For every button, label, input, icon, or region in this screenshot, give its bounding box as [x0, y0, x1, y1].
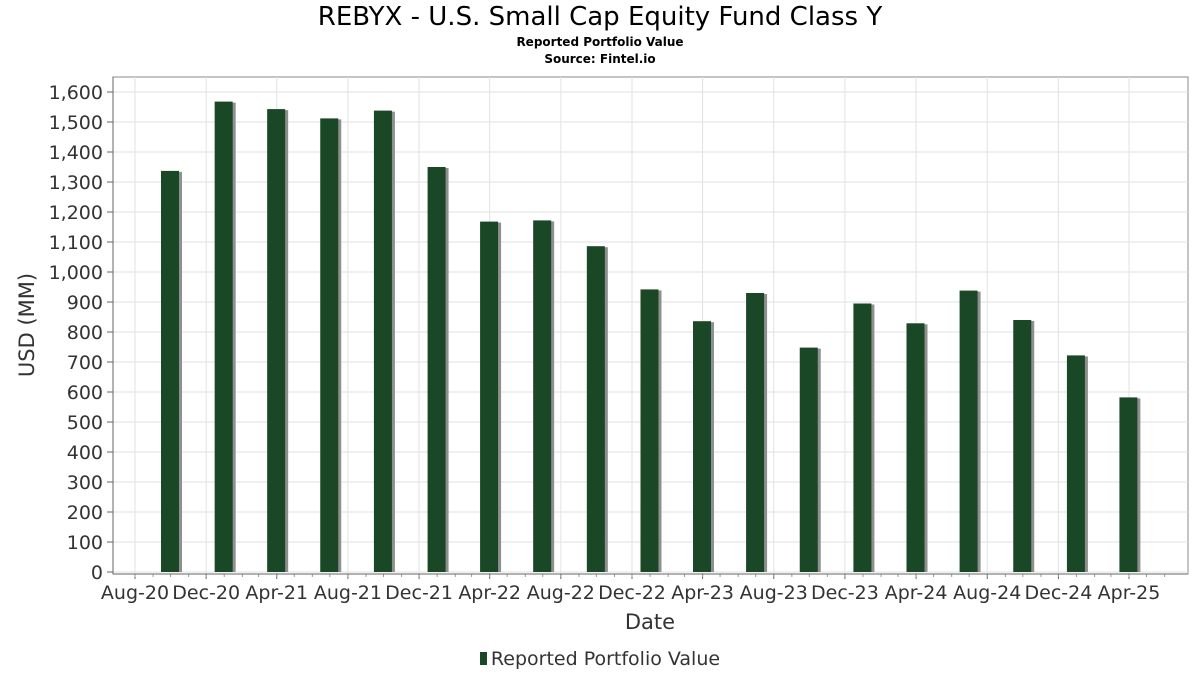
y-tick-label: 300	[67, 472, 103, 494]
x-tick-label: Apr-23	[671, 582, 734, 604]
x-tick-label: Aug-20	[101, 582, 169, 604]
bar	[480, 221, 499, 572]
bar	[267, 109, 286, 572]
y-tick-label: 500	[67, 412, 103, 434]
x-tick-label: Aug-22	[527, 582, 595, 604]
y-tick-label: 1,400	[49, 142, 103, 164]
x-tick-label: Dec-22	[598, 582, 666, 604]
x-tick-label: Dec-23	[811, 582, 879, 604]
x-tick-label: Dec-24	[1025, 582, 1093, 604]
y-tick-label: 1,300	[49, 172, 103, 194]
x-tick-label: Aug-24	[953, 582, 1021, 604]
y-tick-label: 700	[67, 352, 103, 374]
x-axis-label: Date	[625, 610, 675, 634]
y-tick-label: 1,600	[49, 82, 103, 104]
bar	[427, 167, 446, 572]
bar	[1066, 355, 1085, 572]
y-tick-label: 1,200	[49, 202, 103, 224]
legend-swatch	[479, 652, 487, 665]
bar	[853, 303, 872, 572]
bar	[1119, 397, 1138, 572]
bars-group	[161, 101, 1141, 573]
chart-subtitle: Reported Portfolio Value	[516, 35, 684, 49]
bar	[799, 347, 818, 572]
legend: Reported Portfolio Value	[0, 648, 1200, 670]
chart-source: Source: Fintel.io	[544, 52, 656, 66]
y-axis-label: USD (MM)	[15, 273, 39, 377]
y-tick-label: 200	[67, 502, 103, 524]
y-tick-label: 900	[67, 292, 103, 314]
bar	[1013, 320, 1032, 572]
bar	[320, 118, 339, 573]
x-tick-label: Dec-21	[385, 582, 453, 604]
bar	[959, 290, 978, 572]
x-tick-label: Apr-21	[245, 582, 308, 604]
bar	[746, 293, 765, 572]
bar	[693, 321, 711, 572]
x-tick-label: Dec-20	[172, 582, 240, 604]
y-tick-label: 1,500	[49, 112, 103, 134]
x-tick-label: Apr-25	[1098, 582, 1161, 604]
x-tick-label: Aug-21	[314, 582, 382, 604]
y-tick-label: 800	[67, 322, 103, 344]
y-tick-label: 600	[67, 382, 103, 404]
bar	[161, 170, 179, 572]
bar	[640, 289, 659, 572]
x-tick-label: Apr-24	[885, 582, 948, 604]
bar	[906, 323, 925, 572]
bar	[373, 110, 392, 572]
y-tick-label: 100	[67, 532, 103, 554]
y-tick-label: 400	[67, 442, 103, 464]
x-tick-label: Aug-23	[740, 582, 808, 604]
y-tick-label: 0	[91, 562, 103, 584]
bar	[533, 220, 552, 572]
y-tick-label: 1,100	[49, 232, 103, 254]
y-tick-label: 1,000	[49, 262, 103, 284]
chart-title: REBYX - U.S. Small Cap Equity Fund Class…	[317, 2, 883, 32]
bar	[586, 246, 605, 572]
bar	[214, 101, 233, 572]
x-tick-label: Apr-22	[458, 582, 521, 604]
legend-label: Reported Portfolio Value	[490, 648, 721, 670]
axes-group: 0 100 200 300 400 500 600 700 800 900 1,000 1,100 1,…	[49, 77, 1188, 604]
